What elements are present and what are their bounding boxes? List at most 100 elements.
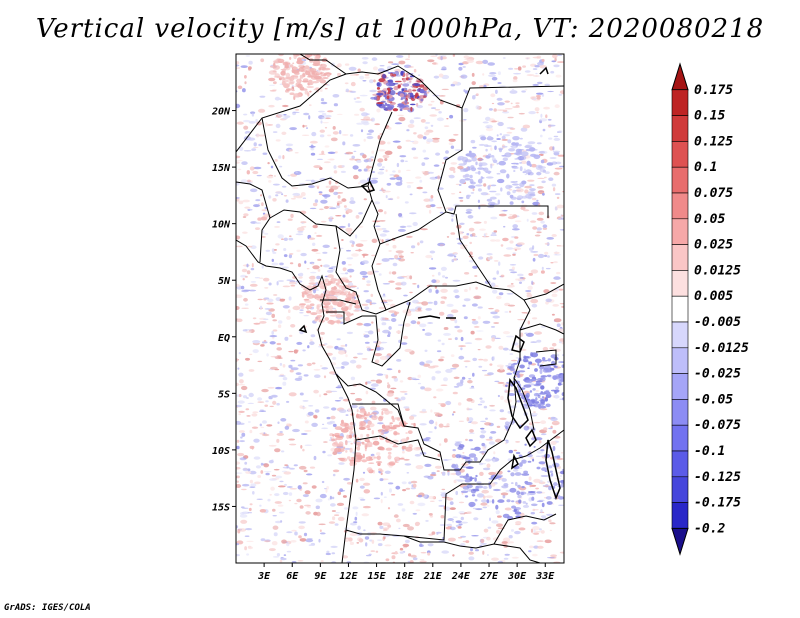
field-speckle xyxy=(242,278,245,281)
field-speckle xyxy=(463,360,471,363)
colorbar-label: 0.125 xyxy=(694,134,733,149)
field-speckle xyxy=(507,410,512,414)
field-speckle xyxy=(428,267,437,270)
field-speckle xyxy=(296,78,302,84)
field-speckle xyxy=(483,495,486,500)
field-speckle xyxy=(540,326,546,328)
field-speckle xyxy=(280,450,285,453)
field-speckle xyxy=(394,80,402,83)
field-speckle xyxy=(244,131,248,134)
field-speckle xyxy=(552,304,559,307)
chart-title: Vertical velocity [m/s] at 1000hPa, VT: … xyxy=(35,14,765,44)
field-speckle xyxy=(359,498,366,501)
field-speckle xyxy=(483,528,489,533)
field-speckle xyxy=(552,445,556,452)
field-speckle xyxy=(420,386,425,390)
field-speckle xyxy=(388,280,395,283)
field-speckle xyxy=(273,249,277,251)
field-speckle xyxy=(527,367,530,370)
field-speckle xyxy=(540,270,545,274)
field-speckle xyxy=(455,470,462,476)
field-speckle xyxy=(376,452,381,456)
field-speckle xyxy=(374,340,382,345)
field-speckle xyxy=(387,454,392,460)
field-speckle xyxy=(283,471,292,475)
field-speckle xyxy=(423,131,430,136)
field-speckle xyxy=(302,197,307,199)
field-speckle xyxy=(468,439,473,442)
field-speckle xyxy=(397,114,404,116)
field-speckle xyxy=(244,461,248,465)
field-speckle xyxy=(342,495,347,498)
field-speckle xyxy=(409,500,415,505)
field-speckle xyxy=(484,458,492,462)
field-speckle xyxy=(551,161,558,165)
field-speckle xyxy=(319,72,323,75)
field-speckle xyxy=(419,559,425,561)
field-speckle xyxy=(360,129,364,133)
colorbar-segment xyxy=(671,218,689,245)
field-speckle xyxy=(540,385,545,390)
field-speckle xyxy=(327,280,333,284)
field-speckle xyxy=(271,474,277,477)
field-speckle xyxy=(482,235,490,238)
field-speckle xyxy=(410,252,414,254)
field-speckle xyxy=(269,478,277,481)
field-speckle xyxy=(512,136,520,139)
field-speckle xyxy=(468,378,472,380)
field-speckle xyxy=(453,479,457,484)
field-speckle xyxy=(275,191,283,194)
field-speckle xyxy=(377,328,381,333)
field-speckle xyxy=(342,267,347,272)
field-speckle xyxy=(485,155,491,159)
field-speckle xyxy=(401,88,405,92)
field-speckle xyxy=(366,347,372,352)
field-speckle xyxy=(416,102,419,107)
field-speckle xyxy=(536,92,544,95)
field-speckle xyxy=(490,155,495,158)
field-speckle xyxy=(452,279,461,282)
field-speckle xyxy=(463,55,470,59)
field-speckle xyxy=(399,551,404,554)
field-speckle xyxy=(493,108,497,112)
field-speckle xyxy=(307,92,310,97)
field-speckle xyxy=(431,107,436,109)
field-speckle xyxy=(410,480,418,484)
field-speckle xyxy=(303,112,310,116)
field-speckle xyxy=(400,159,405,163)
field-speckle xyxy=(401,508,406,512)
field-speckle xyxy=(271,330,275,335)
field-speckle xyxy=(284,483,287,486)
field-speckle xyxy=(524,89,528,91)
field-speckle xyxy=(538,461,546,465)
field-speckle xyxy=(488,307,494,310)
field-speckle xyxy=(292,111,300,113)
field-speckle xyxy=(427,171,435,174)
field-speckle xyxy=(359,107,365,112)
field-speckle xyxy=(540,479,543,483)
field-speckle xyxy=(432,137,440,140)
field-speckle xyxy=(549,157,557,159)
field-speckle xyxy=(240,519,248,524)
field-speckle xyxy=(405,58,410,61)
field-speckle xyxy=(304,260,307,264)
field-speckle xyxy=(443,332,451,336)
field-speckle xyxy=(454,319,458,324)
field-speckle xyxy=(427,475,434,480)
field-speckle xyxy=(353,456,358,460)
field-speckle xyxy=(548,137,553,140)
field-speckle xyxy=(438,403,445,405)
field-speckle xyxy=(367,428,371,431)
field-speckle xyxy=(556,323,561,328)
field-speckle xyxy=(546,501,553,505)
field-speckle xyxy=(532,56,540,59)
field-speckle xyxy=(297,485,302,490)
field-speckle xyxy=(308,237,316,240)
colorbar-segment xyxy=(671,115,689,142)
field-speckle xyxy=(236,382,239,387)
field-speckle xyxy=(413,68,417,73)
field-speckle xyxy=(546,513,554,516)
field-speckle xyxy=(343,307,348,312)
field-speckle xyxy=(320,264,323,267)
field-speckle xyxy=(472,188,475,192)
